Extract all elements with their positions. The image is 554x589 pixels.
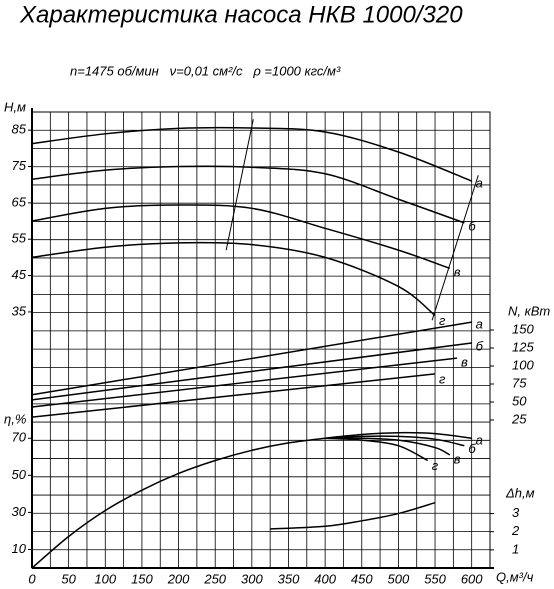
x-tick-label: 0 [28, 571, 36, 586]
x-tick-label: 450 [351, 571, 373, 586]
y-tick-label: 3 [512, 505, 520, 520]
series-label: б [468, 218, 476, 233]
y-tick-label: 75 [12, 158, 27, 173]
chart-subtitle: n=1475 об/мин ν=0,01 см²/с ρ =1000 кгс/м… [70, 63, 341, 78]
curve [325, 437, 429, 462]
series-label: б [476, 338, 484, 353]
x-tick-label: 350 [278, 571, 300, 586]
curve [31, 357, 458, 408]
series-label: г [439, 313, 446, 328]
curve [31, 321, 472, 396]
y-tick-label: 30 [12, 504, 27, 519]
y-tick-label: 70 [12, 430, 27, 445]
x-tick-label: 500 [388, 571, 410, 586]
limit-line [225, 119, 254, 251]
series-label: г [439, 371, 446, 386]
axis-label: Δh,м [505, 485, 535, 500]
axis-label: η,% [4, 411, 26, 426]
curve [270, 501, 436, 530]
y-tick-label: 50 [12, 467, 27, 482]
limit-line [431, 175, 479, 321]
x-tick-label: 150 [131, 571, 153, 586]
x-tick-label: 400 [314, 571, 336, 586]
x-tick-label: 100 [94, 571, 116, 586]
series-label: б [468, 441, 476, 456]
series-label: в [454, 265, 461, 280]
chart-title: Характеристика насоса НКВ 1000/320 [19, 1, 463, 28]
y-tick-label: 1 [512, 541, 519, 556]
curve [31, 204, 450, 270]
y-tick-label: 100 [512, 357, 534, 372]
x-tick-label: 550 [424, 571, 446, 586]
axis-label: H,м [4, 99, 26, 114]
y-tick-label: 50 [512, 393, 527, 408]
series-label: г [432, 458, 439, 473]
y-tick-label: 10 [12, 541, 27, 556]
series-label: а [476, 175, 483, 190]
y-tick-label: 25 [511, 411, 527, 426]
y-tick-label: 35 [12, 303, 27, 318]
y-tick-label: 125 [512, 339, 534, 354]
x-tick-label: 200 [167, 571, 190, 586]
curve [31, 241, 436, 317]
series-label: а [476, 317, 483, 332]
axis-label: N, кВт [508, 303, 550, 318]
curve [325, 435, 465, 447]
y-tick-label: 75 [512, 375, 527, 390]
series-label: а [476, 433, 483, 448]
curve [31, 431, 472, 569]
y-tick-label: 55 [12, 231, 27, 246]
y-tick-label: 45 [12, 267, 27, 282]
curve [31, 165, 465, 224]
y-tick-label: 65 [12, 194, 27, 209]
curve [31, 373, 436, 418]
curve [31, 342, 472, 401]
x-tick-label: 250 [203, 571, 226, 586]
y-tick-label: 85 [12, 122, 27, 137]
series-label: в [461, 355, 468, 370]
plot-frame [31, 111, 491, 569]
x-tick-label: 50 [61, 571, 76, 586]
x-tick-label: 600 [461, 571, 483, 586]
y-tick-label: 2 [511, 523, 520, 538]
x-axis-label: Q,м³/ч [496, 569, 534, 584]
x-tick-label: 300 [241, 571, 263, 586]
y-tick-label: 150 [512, 321, 534, 336]
curve [325, 437, 451, 456]
series-label: в [454, 451, 461, 466]
